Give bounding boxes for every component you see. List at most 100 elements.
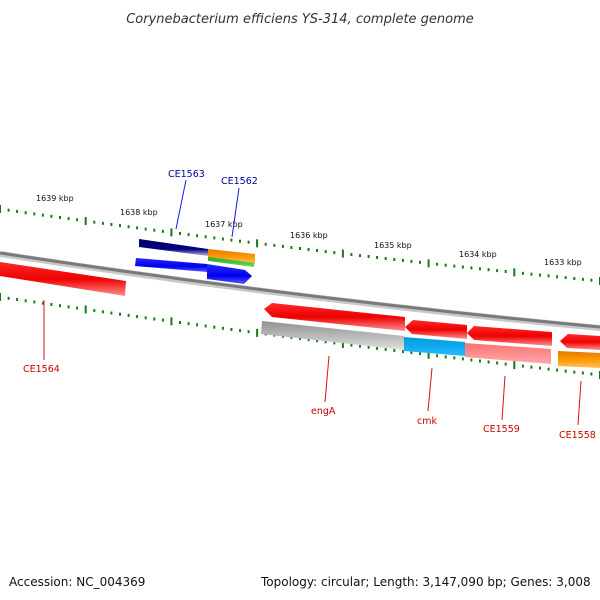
minor-tick — [436, 354, 439, 358]
minor-tick — [204, 235, 207, 239]
minor-tick — [101, 310, 104, 314]
minor-tick — [359, 254, 361, 258]
minor-tick — [290, 246, 293, 249]
minor-tick — [324, 340, 327, 344]
feature-cmk[interactable] — [405, 320, 467, 339]
minor-tick — [239, 239, 241, 243]
gene-label-enga[interactable]: engA — [311, 406, 336, 417]
minor-tick — [127, 313, 130, 317]
minor-tick — [573, 277, 576, 280]
gene-label-ce1559[interactable]: CE1559 — [483, 424, 520, 435]
minor-tick — [530, 272, 533, 276]
minor-tick — [7, 208, 10, 212]
minor-tick — [153, 228, 156, 232]
minor-tick — [556, 275, 559, 279]
minor-tick — [230, 328, 233, 331]
minor-tick — [16, 298, 19, 301]
minor-tick — [179, 321, 181, 324]
feature-enga-lower[interactable] — [261, 321, 404, 350]
scale-label-1633: 1633 kbp — [544, 258, 582, 267]
gene-label-ce1564[interactable]: CE1564 — [23, 364, 60, 375]
gene-label-ce1562[interactable]: CE1562 — [221, 176, 258, 187]
feature-ce1562-bottom[interactable] — [207, 264, 252, 284]
minor-tick — [521, 271, 524, 275]
feature-ce1558[interactable] — [560, 334, 600, 350]
minor-tick — [41, 301, 44, 305]
minor-tick — [367, 345, 370, 349]
minor-tick — [324, 250, 327, 254]
enga-pointer — [324, 355, 330, 403]
minor-tick — [470, 266, 473, 270]
major-tick — [256, 239, 259, 248]
major-tick — [341, 249, 344, 258]
minor-tick — [401, 350, 404, 354]
major-tick — [170, 317, 173, 326]
minor-tick — [539, 273, 541, 277]
minor-tick — [444, 355, 447, 359]
minor-tick — [410, 351, 413, 355]
gene-label-ce1558[interactable]: CE1558 — [559, 430, 596, 441]
feature-cmk-lower[interactable] — [404, 337, 465, 356]
minor-tick — [359, 344, 361, 348]
minor-tick — [59, 216, 61, 219]
minor-tick — [196, 234, 199, 238]
minor-tick — [564, 369, 567, 373]
minor-tick — [119, 224, 121, 228]
minor-tick — [547, 367, 550, 371]
feature-ce1563-bottom[interactable] — [135, 258, 207, 272]
feature-ce1562-green[interactable] — [208, 257, 254, 267]
major-tick — [513, 268, 516, 277]
gene-label-cmk[interactable]: cmk — [417, 416, 437, 427]
minor-tick — [179, 232, 181, 235]
minor-tick — [333, 251, 336, 255]
minor-tick — [144, 227, 147, 231]
minor-tick — [530, 365, 533, 369]
feature-ce1558-lower[interactable] — [558, 351, 600, 368]
feature-ce1559-lower[interactable] — [465, 343, 551, 364]
minor-tick — [453, 356, 456, 360]
minor-tick — [479, 267, 481, 271]
feature-ce1564-forward-fragment[interactable] — [0, 262, 126, 296]
map-title: Corynebacterium efficiens YS-314, comple… — [126, 12, 474, 27]
minor-tick — [316, 249, 319, 252]
minor-tick — [504, 362, 507, 366]
minor-tick — [479, 359, 481, 363]
minor-tick — [376, 346, 379, 350]
minor-tick — [470, 358, 473, 362]
minor-tick — [281, 244, 284, 248]
minor-tick — [76, 306, 79, 310]
minor-tick — [93, 309, 96, 313]
minor-tick — [590, 372, 593, 376]
minor-tick — [419, 260, 421, 264]
minor-tick — [247, 330, 250, 334]
gene-label-ce1563[interactable]: CE1563 — [168, 169, 205, 180]
minor-tick — [136, 315, 139, 319]
minor-tick — [393, 349, 396, 352]
major-tick — [256, 328, 259, 337]
minor-tick — [136, 226, 139, 230]
minor-tick — [273, 243, 276, 247]
minor-tick — [307, 338, 310, 342]
feature-ce1559[interactable] — [467, 326, 552, 346]
minor-tick — [93, 220, 96, 224]
feature-ce1562-top[interactable] — [208, 249, 255, 264]
minor-tick — [196, 323, 199, 327]
minor-tick — [213, 325, 216, 329]
minor-tick — [110, 311, 113, 315]
minor-tick — [299, 337, 301, 340]
feature-ce1563-top[interactable] — [139, 239, 208, 256]
minor-tick — [24, 211, 27, 215]
ce1562-pointer — [231, 187, 240, 238]
minor-tick — [547, 274, 550, 278]
major-tick — [84, 217, 87, 225]
scale-label-1634: 1634 kbp — [459, 250, 497, 259]
minor-tick — [119, 312, 121, 316]
scale-labels: 1639 kbp 1638 kbp 1637 kbp 1636 kbp 1635… — [36, 194, 582, 267]
minor-tick — [230, 238, 233, 242]
feature-enga[interactable] — [264, 303, 405, 331]
ce1563-pointer — [175, 179, 187, 230]
minor-tick — [67, 217, 70, 221]
minor-tick — [350, 343, 353, 347]
minor-tick — [436, 262, 439, 266]
